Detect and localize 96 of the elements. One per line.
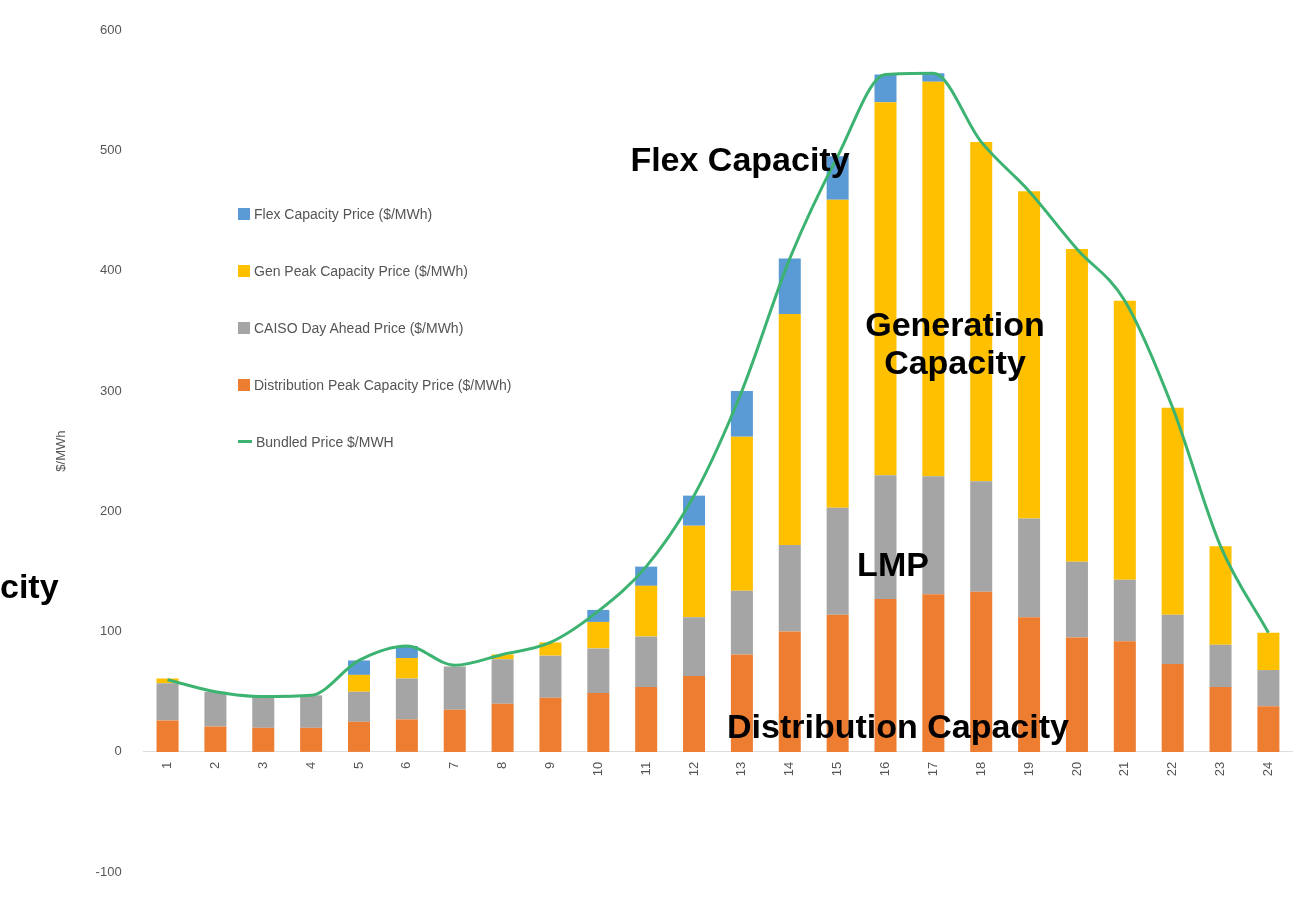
x-tick-label: 1 bbox=[159, 761, 175, 770]
bar bbox=[1161, 614, 1184, 665]
x-tick-label: 4 bbox=[302, 761, 318, 770]
y-tick-label: 300 bbox=[99, 382, 122, 398]
legend-label: Gen Peak Capacity Price ($/MWh) bbox=[254, 262, 468, 279]
legend-label: Distribution Peak Capacity Price ($/MWh) bbox=[254, 376, 512, 393]
bar bbox=[635, 686, 658, 752]
bar bbox=[730, 436, 753, 591]
x-tick-label: 2 bbox=[206, 761, 222, 770]
bar bbox=[491, 659, 514, 704]
y-tick-label: 200 bbox=[99, 502, 122, 518]
x-tick-label: 7 bbox=[446, 761, 462, 770]
bar bbox=[683, 495, 706, 526]
bar bbox=[1209, 686, 1232, 752]
x-tick-label: 10 bbox=[589, 761, 605, 777]
x-tick-label: 18 bbox=[972, 761, 988, 777]
bar bbox=[683, 525, 706, 618]
bar bbox=[1113, 300, 1136, 580]
bar bbox=[1209, 644, 1232, 687]
bar bbox=[587, 648, 610, 693]
x-tick-label: 9 bbox=[542, 761, 558, 770]
y-tick-label: 0 bbox=[114, 743, 122, 759]
bar bbox=[395, 719, 418, 752]
bar bbox=[1257, 670, 1280, 707]
bar bbox=[347, 721, 371, 752]
x-tick-label: 3 bbox=[254, 761, 270, 770]
bar bbox=[156, 683, 179, 721]
bar bbox=[204, 726, 227, 752]
bar bbox=[778, 313, 801, 545]
text: city bbox=[0, 567, 59, 605]
bar bbox=[1161, 664, 1184, 752]
bar bbox=[1113, 641, 1136, 752]
bar bbox=[443, 709, 466, 752]
bar bbox=[204, 691, 227, 727]
bar bbox=[778, 544, 801, 632]
bar bbox=[1065, 248, 1088, 562]
bar bbox=[1209, 546, 1232, 645]
bar bbox=[826, 199, 849, 508]
bar bbox=[1065, 561, 1088, 638]
bar bbox=[635, 636, 658, 687]
bar bbox=[778, 258, 801, 314]
bar bbox=[730, 390, 753, 437]
bar bbox=[347, 691, 371, 722]
bar bbox=[252, 727, 275, 752]
x-tick-label: 20 bbox=[1068, 761, 1084, 777]
bar bbox=[683, 676, 706, 752]
x-tick-label: 19 bbox=[1020, 761, 1036, 777]
x-tick-label: 16 bbox=[877, 761, 893, 777]
bar bbox=[395, 658, 418, 679]
bar bbox=[443, 666, 466, 710]
bar bbox=[252, 696, 275, 728]
bar bbox=[395, 678, 418, 720]
x-tick-label: 14 bbox=[781, 761, 797, 777]
bar bbox=[1113, 579, 1136, 642]
bar bbox=[1018, 518, 1041, 618]
bar bbox=[1257, 632, 1280, 671]
y-tick-label: 400 bbox=[99, 262, 122, 278]
bar bbox=[539, 697, 562, 752]
bar bbox=[826, 507, 849, 615]
y-tick-label: 100 bbox=[99, 623, 122, 639]
x-tick-label: 11 bbox=[637, 761, 653, 776]
bar bbox=[874, 74, 897, 103]
bar bbox=[730, 590, 753, 655]
bar bbox=[683, 617, 706, 677]
x-tick-label: 15 bbox=[829, 761, 845, 777]
legend-label: Bundled Price $/MWH bbox=[256, 433, 394, 450]
x-tick-label: 24 bbox=[1259, 761, 1275, 777]
annotation: LMP bbox=[856, 545, 930, 583]
bar bbox=[300, 695, 323, 728]
bar bbox=[300, 727, 323, 752]
x-tick-label: 23 bbox=[1212, 761, 1228, 777]
bar bbox=[1161, 407, 1184, 615]
bar bbox=[491, 703, 514, 752]
bar bbox=[587, 621, 610, 649]
bar bbox=[1257, 706, 1280, 752]
x-tick-label: 21 bbox=[1116, 761, 1132, 777]
bar bbox=[539, 655, 562, 698]
x-tick-label: 12 bbox=[685, 761, 701, 777]
line-series bbox=[166, 71, 1270, 699]
bar bbox=[347, 674, 371, 692]
x-tick-label: 8 bbox=[494, 761, 510, 770]
x-tick-label: 17 bbox=[924, 761, 940, 777]
y-tick-label: 600 bbox=[99, 21, 122, 37]
x-tick-label: 22 bbox=[1164, 761, 1180, 777]
y-tick-label: -100 bbox=[95, 863, 122, 879]
bar bbox=[156, 720, 179, 752]
y-tick-label: 500 bbox=[99, 141, 122, 157]
y-axis-title: $/MWh bbox=[53, 430, 69, 472]
bar bbox=[970, 481, 993, 592]
x-tick-label: 13 bbox=[733, 761, 749, 777]
x-tick-label: 5 bbox=[350, 761, 366, 770]
legend-label: CAISO Day Ahead Price ($/MWh) bbox=[254, 319, 464, 336]
x-tick-label: 6 bbox=[398, 761, 414, 770]
legend-label: Flex Capacity Price ($/MWh) bbox=[254, 205, 433, 222]
bar bbox=[587, 692, 610, 752]
bar bbox=[635, 585, 658, 637]
